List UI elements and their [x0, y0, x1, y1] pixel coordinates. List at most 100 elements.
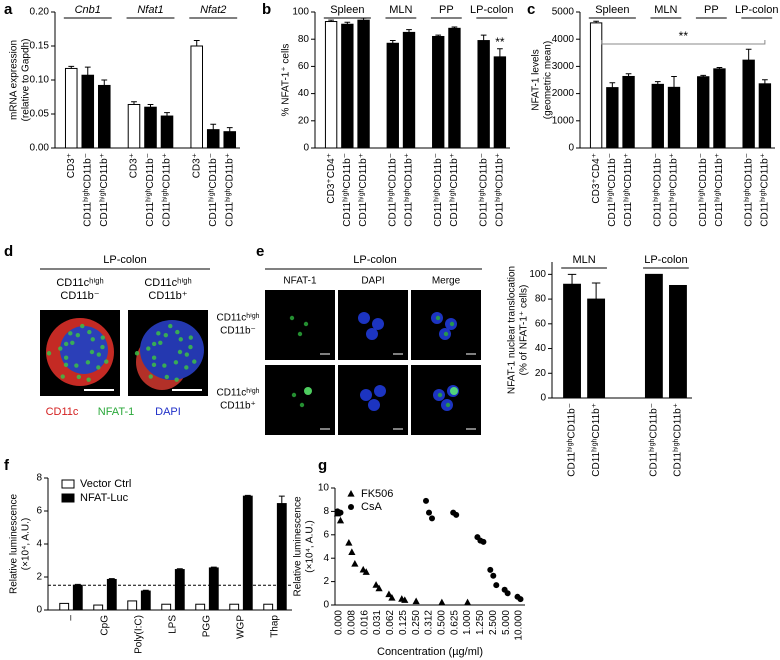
nfat-signal	[104, 359, 109, 364]
bar	[276, 503, 287, 611]
x-tick-label: CD11ʰⁱᵍʰCD11b⁺	[162, 153, 173, 227]
y-tick-label: 0.15	[30, 41, 50, 52]
nfat-signal	[164, 374, 170, 380]
nfat-signal	[449, 321, 455, 327]
bar	[386, 42, 399, 149]
nfat-signal	[450, 387, 458, 395]
image-title: LP-colon	[353, 254, 396, 266]
nfat-signal	[437, 392, 443, 398]
y-tick-label: 10	[318, 483, 330, 494]
bar	[606, 87, 619, 149]
y-tick-label: 4	[36, 539, 42, 550]
bar	[72, 584, 83, 611]
x-tick-label: 0.625	[449, 610, 460, 635]
error-bar	[176, 568, 183, 570]
x-tick-label: CD11ʰⁱᵍʰCD11b⁻	[387, 153, 398, 227]
error-bar	[435, 34, 442, 37]
y-tick-label: 0	[540, 393, 546, 404]
bar	[758, 83, 772, 149]
bar	[140, 590, 151, 611]
group-label: PP	[704, 4, 719, 16]
micrograph	[265, 365, 335, 435]
x-tick-label: 0.000	[334, 610, 345, 635]
point	[351, 560, 359, 567]
x-tick-label: CD11ʰⁱᵍʰCD11b⁻	[433, 153, 444, 227]
bar	[587, 298, 606, 399]
x-tick-label: –	[66, 615, 77, 621]
nfat-signal	[289, 315, 295, 321]
x-tick-label: CD11ʰⁱᵍʰCD11b⁺	[495, 153, 506, 227]
y-tick-label: 0	[323, 600, 329, 611]
point	[429, 515, 435, 522]
point	[375, 584, 383, 592]
y-tick-label: 40	[298, 88, 310, 99]
nfat-signal	[146, 346, 151, 351]
group-label: LP-colon	[644, 254, 687, 266]
bar	[644, 273, 663, 399]
y-tick-label: 2	[323, 576, 329, 587]
bar	[160, 115, 174, 149]
bar	[174, 569, 185, 611]
x-tick-label: CpG	[100, 615, 111, 636]
nfat-signal	[76, 374, 82, 380]
point	[426, 509, 432, 516]
row-label: CD11cʰⁱᵍʰ	[216, 388, 259, 399]
y-axis-label: NFAT-1 nuclear translocation	[507, 266, 518, 394]
y-tick-label: 80	[535, 294, 547, 305]
error-bar	[164, 112, 170, 117]
nfat-signal	[63, 355, 69, 360]
error-bar	[591, 282, 601, 300]
bar	[206, 129, 220, 149]
nfat-signal	[291, 392, 297, 398]
x-tick-label: 1.250	[475, 610, 486, 635]
y-tick-label: 1000	[552, 115, 575, 126]
nfat-signal	[175, 329, 180, 335]
nfat-signal	[63, 362, 69, 368]
error-bar	[762, 79, 768, 84]
column-label: CD11cʰⁱᵍʰ	[144, 277, 191, 289]
nfat-signal	[89, 349, 95, 355]
error-bar	[654, 81, 661, 85]
y-axis-label: % NFAT-1⁺ cells	[281, 44, 292, 117]
nfat-signal	[158, 340, 163, 345]
x-tick-label: 0.500	[436, 610, 447, 635]
y-tick-label: 0	[303, 143, 309, 154]
point	[348, 548, 356, 555]
legend-label: FK506	[361, 488, 393, 500]
legend-label: DAPI	[155, 406, 181, 418]
annotation: **	[679, 29, 689, 43]
error-bar	[142, 589, 149, 592]
x-tick-label: 1.000	[462, 610, 473, 635]
y-tick-label: 8	[323, 506, 329, 517]
error-bar	[210, 123, 217, 130]
error-bar	[609, 82, 616, 88]
y-axis-label: Relative luminescence	[293, 496, 304, 596]
bar	[223, 131, 237, 149]
bar	[402, 31, 416, 149]
bar	[563, 283, 581, 399]
x-tick-label: 10.000	[514, 610, 525, 641]
x-tick-label: 5.000	[501, 610, 512, 635]
nfat-signal	[148, 374, 153, 379]
bar	[161, 603, 172, 611]
nfat-signal	[435, 315, 441, 321]
column-label: Merge	[432, 276, 461, 287]
y-axis-label: (×10⁴, A.U.)	[305, 520, 316, 572]
y-tick-label: 60	[535, 318, 547, 329]
bar	[106, 578, 117, 611]
bar	[448, 27, 461, 149]
nucleus	[368, 399, 380, 411]
y-tick-label: 4000	[552, 34, 575, 45]
bar	[589, 22, 603, 149]
error-bar	[671, 75, 677, 88]
x-tick-label: CD3⁺	[191, 153, 202, 178]
nfat-signal	[304, 387, 312, 395]
point	[438, 598, 446, 606]
nfat-signal	[100, 335, 105, 340]
group-label: Spleen	[330, 4, 364, 16]
legend-marker	[348, 504, 354, 510]
point	[504, 590, 511, 597]
point	[337, 509, 344, 516]
x-tick-label: 0.031	[372, 610, 383, 635]
